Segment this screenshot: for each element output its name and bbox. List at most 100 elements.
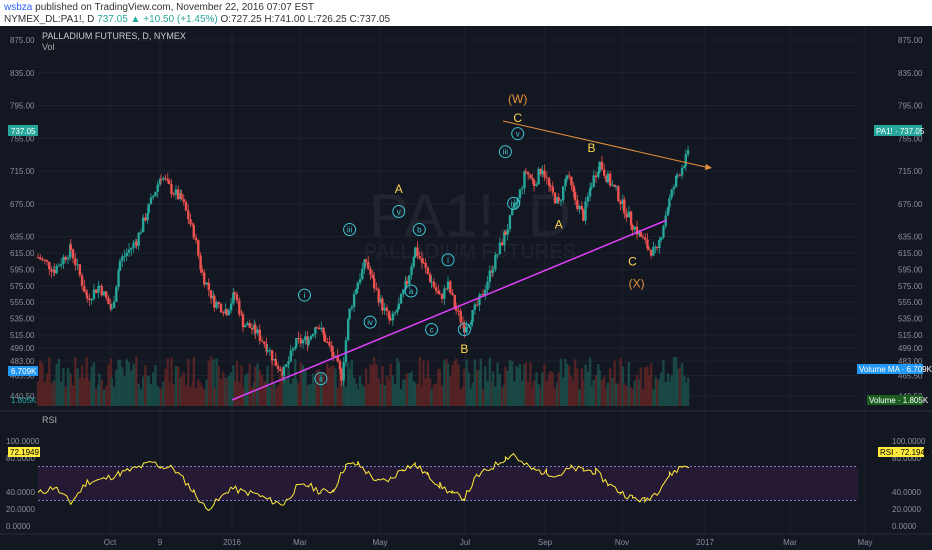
volume-bar [635, 374, 639, 406]
author-link[interactable]: wsbza [4, 2, 33, 13]
candle-body [532, 180, 536, 186]
volume-bar [322, 371, 325, 406]
candle-body [199, 255, 202, 270]
price-tick-right: 615.00 [898, 249, 923, 258]
time-tick: Jul [460, 538, 470, 547]
volume-bar [529, 362, 532, 406]
resistance-trendline[interactable] [502, 120, 711, 169]
candle-body [437, 290, 440, 294]
volume-bar [543, 364, 546, 406]
candle-body [90, 299, 93, 301]
candle-body [229, 303, 233, 311]
wave-label: A [395, 182, 403, 196]
volume-bar [494, 386, 497, 406]
volume-bar [451, 364, 454, 406]
volume-bar [469, 388, 473, 406]
volume-bar [159, 388, 163, 406]
wave-circle [392, 205, 406, 219]
rsi-line [37, 453, 690, 512]
volume-bar [586, 371, 590, 406]
volume-bar [420, 385, 424, 406]
support-trendline[interactable] [231, 219, 668, 401]
volume-ma-tag-left [8, 366, 38, 376]
candle-body [503, 231, 506, 246]
price-chart[interactable]: PA1!, D PALLADIUM FUTURES (W)CviiiivBAC(… [0, 26, 932, 550]
candle-body [232, 292, 235, 304]
chart-subtitle: Vol [42, 42, 55, 52]
candle-body [686, 150, 690, 155]
candle-body [526, 172, 530, 175]
candle-body [137, 232, 140, 246]
candle-body [64, 256, 67, 260]
candle-body [361, 268, 364, 280]
price-tick-right: 465.50 [898, 372, 923, 381]
volume-bar [287, 364, 290, 406]
volume-bar [222, 371, 225, 406]
candle-body [225, 309, 228, 316]
volume-bar [666, 373, 670, 406]
wave-circle [507, 196, 521, 210]
volume-bar [385, 375, 389, 406]
volume-bar [590, 385, 593, 406]
time-tick: 9 [158, 538, 163, 547]
volume-bar [268, 386, 272, 406]
volume-bar [680, 362, 684, 406]
candle-body [652, 247, 655, 256]
volume-bar [53, 381, 56, 406]
volume-bar [605, 388, 608, 406]
price-axis-right[interactable]: 875.00 835.00 795.00 755.00 715.00 675.00 635.… [898, 36, 923, 401]
candle-body [172, 193, 175, 195]
volume-bar [356, 389, 359, 406]
volume-bar [225, 378, 228, 406]
candle-body [192, 225, 195, 238]
last-price-tag-right [874, 125, 922, 136]
volume-bar [405, 373, 409, 406]
candle-body [307, 339, 310, 345]
volume-bar [323, 385, 327, 406]
candle-body [623, 199, 626, 214]
candle-body [260, 340, 264, 342]
candle-body [611, 184, 614, 186]
candle-body [48, 261, 51, 270]
candle-body [635, 226, 639, 235]
candle-body [194, 237, 198, 241]
candle-body [57, 265, 61, 267]
candle-body [166, 179, 169, 181]
volume-bar [570, 375, 573, 406]
candle-body [404, 280, 407, 290]
candle-body [678, 175, 682, 177]
time-axis[interactable]: Oct 9 2016 Mar May Jul Sep Nov 2017 Mar May [104, 538, 873, 547]
candle-body [371, 274, 374, 279]
time-tick: May [857, 538, 872, 547]
volume-bar [62, 367, 65, 406]
candle-body [105, 291, 108, 298]
candle-body [471, 310, 474, 323]
candle-body [606, 173, 610, 183]
candle-body [547, 178, 551, 186]
price-tick-right: 715.00 [898, 167, 923, 176]
candle-body [531, 178, 534, 181]
candle-body [463, 324, 466, 333]
rsi-tick-right: 40.0000 [892, 488, 921, 497]
candle-body [629, 211, 633, 226]
candle-body [222, 312, 225, 314]
volume-bar [244, 374, 247, 406]
volume-tag-right [867, 395, 923, 405]
wave-label: B [460, 342, 468, 356]
volume-bar [76, 368, 79, 406]
candle-body [159, 179, 163, 181]
candle-body [144, 217, 147, 221]
volume-ma-tag-right [857, 364, 923, 374]
volume-bar [130, 371, 133, 406]
candle-body [498, 242, 502, 255]
wave-label: iii [347, 226, 353, 235]
candle-body [443, 288, 446, 299]
volume-bar [127, 362, 131, 406]
candle-body [597, 171, 600, 178]
candle-body [273, 358, 276, 361]
volume-bar [416, 383, 419, 406]
candle-body [504, 231, 507, 235]
volume-bar [393, 383, 397, 406]
rsi-axis: 100.0000 100.0000 80.0000 80.0000 40.0000 40.… [6, 437, 926, 531]
price-tick-right: 483.00 [898, 357, 923, 366]
